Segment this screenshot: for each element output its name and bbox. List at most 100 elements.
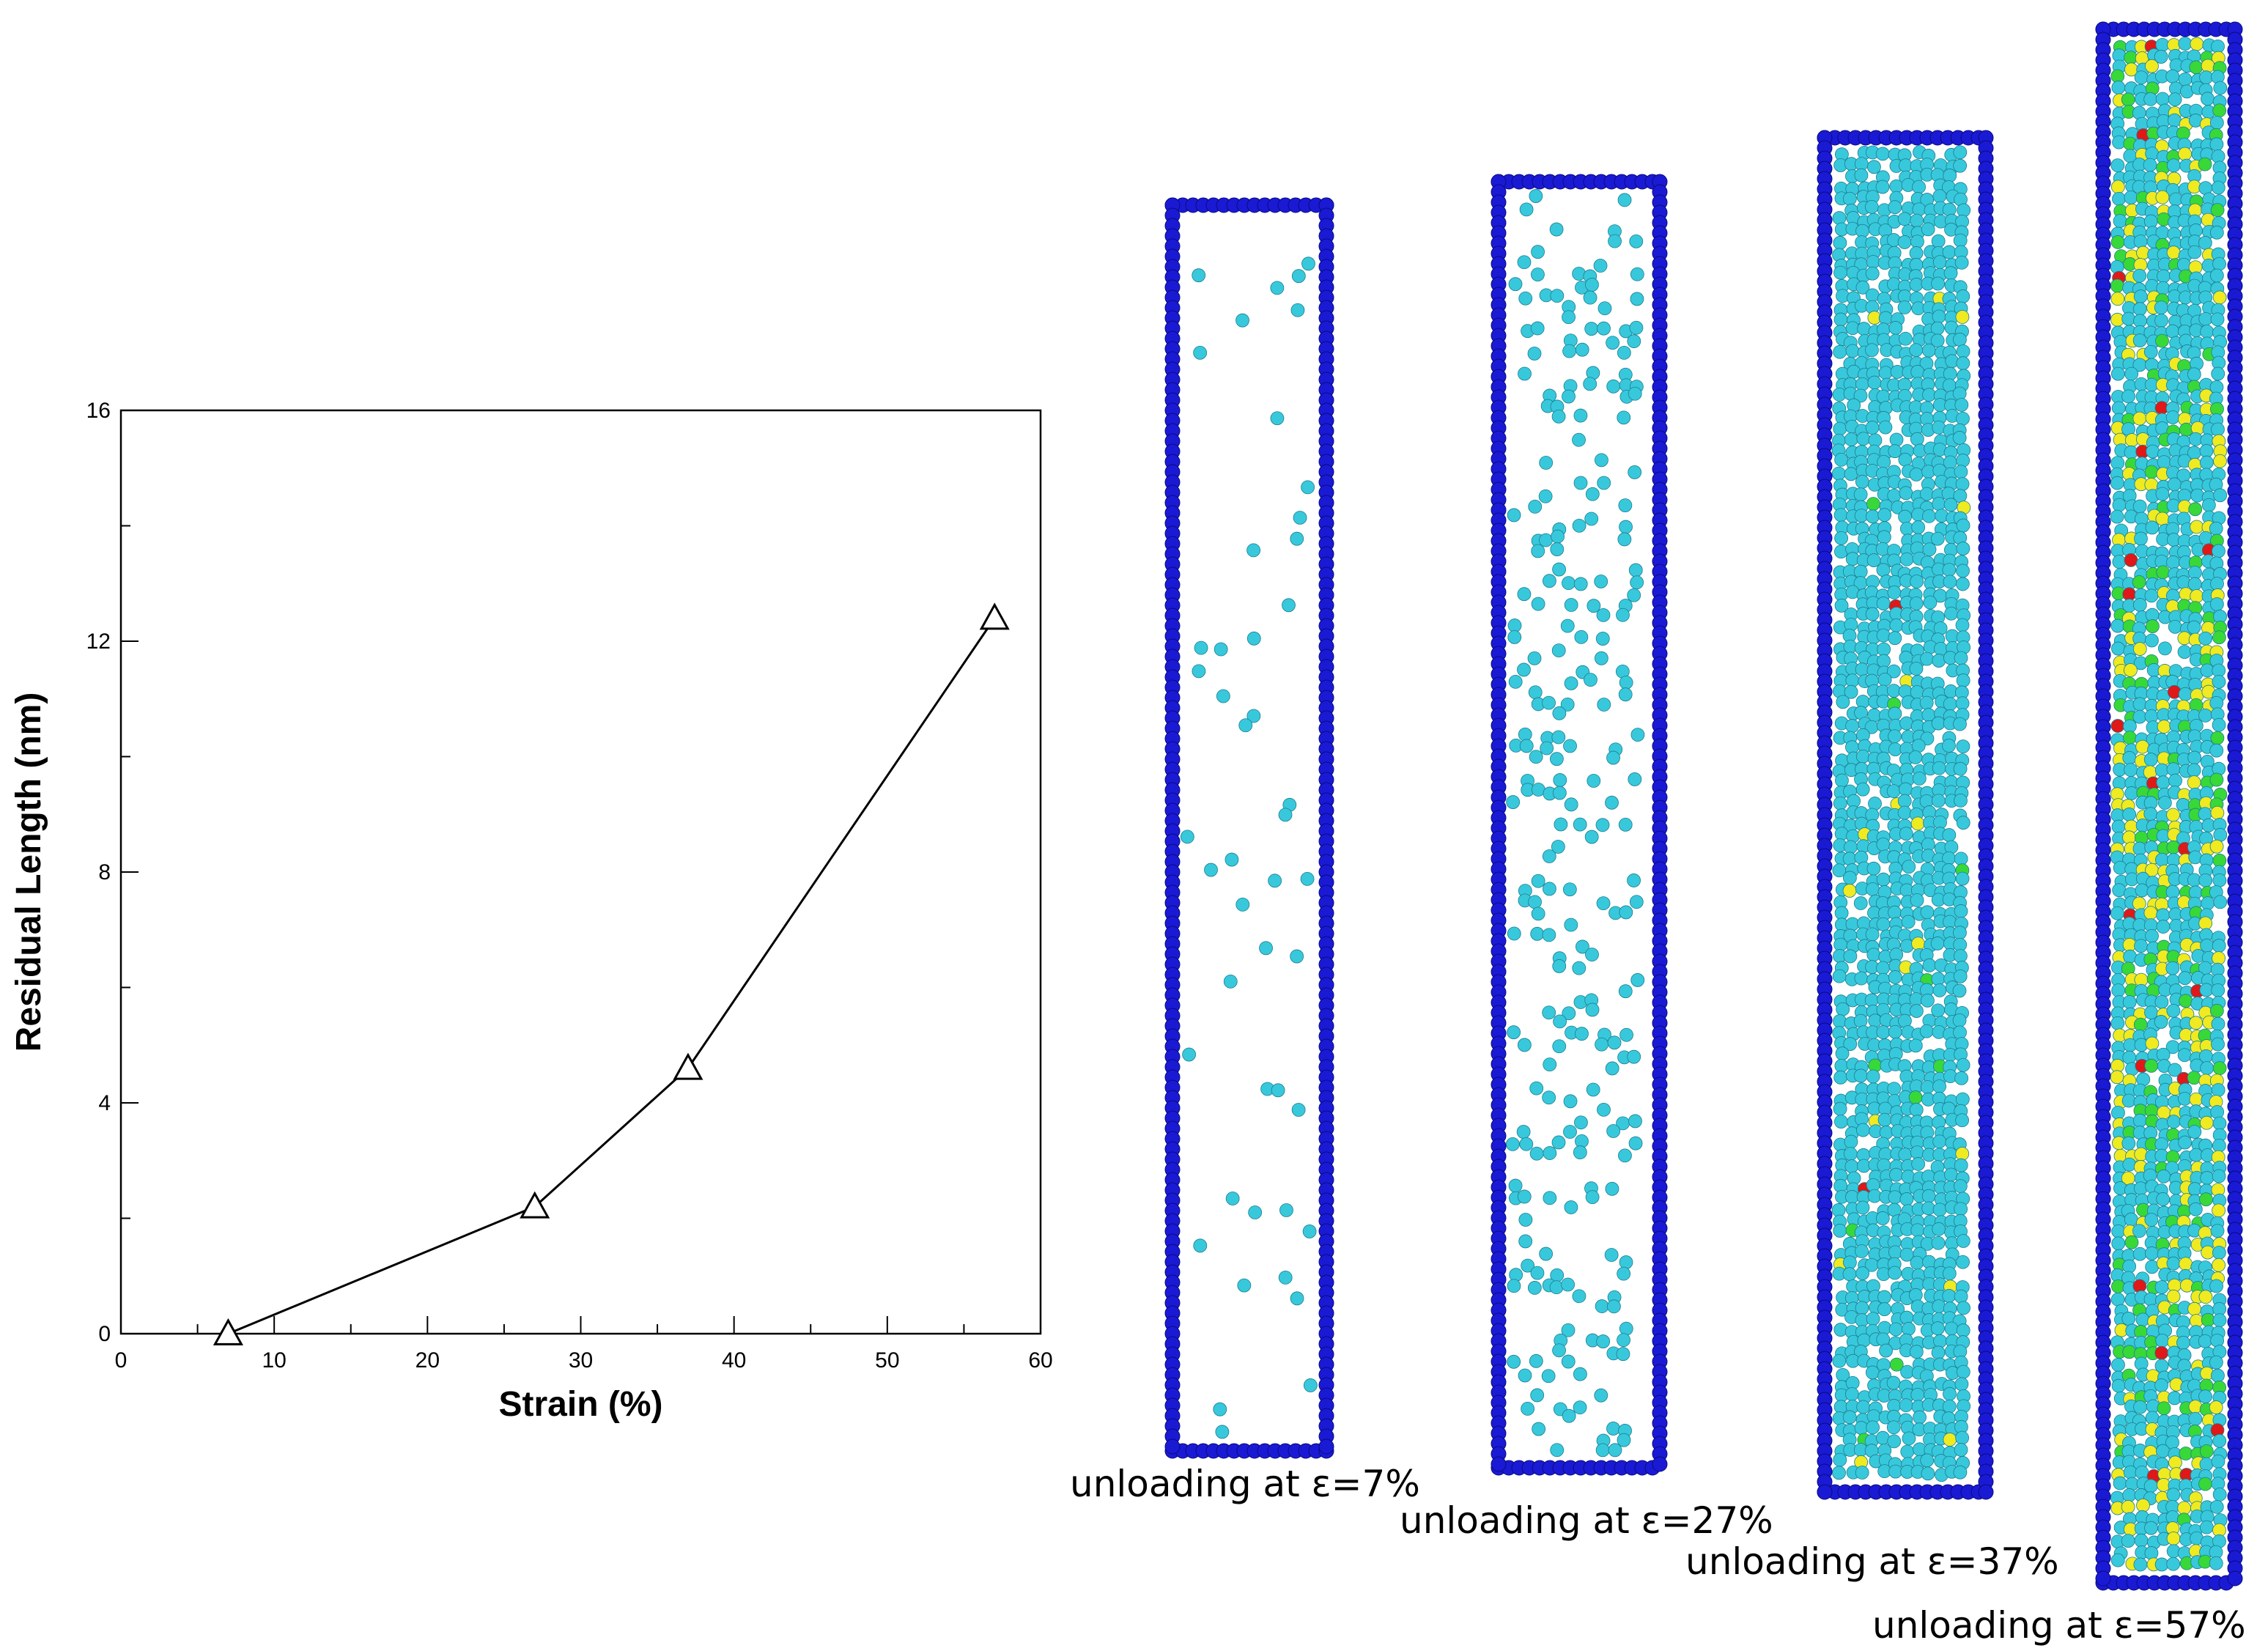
interior-atom	[2210, 312, 2225, 327]
interior-atom	[1902, 1322, 1916, 1336]
interior-atom	[1930, 937, 1945, 950]
interior-atom	[1553, 773, 1567, 787]
series-line	[227, 617, 996, 1335]
interior-atom	[1910, 234, 1924, 249]
interior-atom	[2213, 827, 2228, 842]
interior-atom	[2121, 1500, 2135, 1514]
interior-atom	[1833, 796, 1847, 810]
interior-atom	[1549, 752, 1564, 767]
y-axis-title: Residual Length (nm)	[10, 692, 48, 1052]
interior-atom	[2154, 763, 2169, 778]
interior-atom	[2210, 1105, 2225, 1119]
interior-atom	[1619, 1255, 1633, 1269]
interior-atom	[1909, 343, 1924, 358]
interior-atom	[1933, 1334, 1947, 1348]
interior-atom	[2212, 630, 2226, 645]
residual-length-plot: 0 4 8 12 16 0 10 20 30 40 50 60 Strain (%) Residua…	[10, 399, 1053, 1424]
interior-atom	[2157, 455, 2171, 470]
interior-atom	[1887, 488, 1902, 503]
interior-atom	[1270, 411, 1285, 426]
interior-atom	[2201, 92, 2215, 106]
interior-atom	[1833, 265, 1847, 280]
interior-atom	[2198, 1477, 2212, 1491]
interior-atom	[2187, 1301, 2202, 1316]
snapshot-caption: unloading at ε=37%	[1685, 1540, 2059, 1583]
interior-atom	[2134, 939, 2148, 953]
interior-atom	[2132, 268, 2147, 283]
interior-atom	[1943, 498, 1958, 512]
interior-atom	[1888, 631, 1902, 646]
interior-atom	[2132, 575, 2146, 589]
interior-atom	[2154, 1280, 2169, 1294]
interior-atom	[2143, 344, 2158, 359]
interior-atom	[1955, 618, 1970, 632]
interior-atom	[2133, 234, 2148, 248]
interior-atom	[2144, 1521, 2158, 1535]
interior-atom	[2133, 1557, 2148, 1572]
interior-atom	[1521, 1258, 1535, 1273]
x-tick-label: 30	[569, 1348, 593, 1373]
interior-atom	[2176, 1335, 2190, 1350]
interior-atom	[1552, 786, 1567, 800]
interior-atom	[1630, 728, 1645, 742]
interior-atom	[1921, 1189, 1936, 1203]
interior-atom	[1942, 1289, 1957, 1303]
interior-atom	[1900, 1444, 1915, 1459]
interior-atom	[1888, 706, 1902, 721]
interior-atom	[1952, 983, 1967, 998]
interior-atom	[2211, 1083, 2225, 1097]
interior-atom	[1619, 905, 1633, 920]
interior-atom	[1629, 234, 1644, 248]
interior-atom	[1597, 301, 1612, 316]
interior-atom	[1552, 562, 1566, 577]
interior-atom	[1855, 280, 1870, 295]
interior-atom	[2132, 1113, 2147, 1128]
interior-atom	[2166, 1556, 2181, 1571]
y-axis-ticks: 0 4 8 12 16	[86, 399, 138, 1346]
interior-atom	[1605, 1061, 1619, 1076]
interior-atom	[2168, 92, 2182, 106]
interior-atom	[1901, 915, 1916, 929]
interior-atom	[1910, 365, 1925, 379]
interior-atom	[1248, 1205, 1263, 1219]
interior-atom	[1562, 1408, 1576, 1423]
interior-atom	[2121, 1136, 2136, 1150]
interior-atom	[1899, 782, 1913, 797]
interior-atom	[2166, 1488, 2181, 1502]
interior-atom	[2111, 819, 2126, 834]
interior-atom	[1564, 917, 1578, 932]
interior-atom	[1630, 267, 1644, 281]
interior-atom	[1564, 797, 1578, 812]
interior-atom	[2212, 1061, 2227, 1076]
interior-atom	[2187, 775, 2201, 790]
interior-atom	[1886, 1420, 1901, 1435]
interior-atom	[1225, 852, 1239, 867]
interior-atom	[2168, 113, 2182, 128]
interior-atom	[1834, 599, 1849, 613]
interior-atom	[2188, 1411, 2203, 1426]
interior-atom	[1956, 1057, 1970, 1072]
interior-atom	[1542, 695, 1556, 710]
interior-atom	[2166, 808, 2180, 822]
data-line	[227, 617, 996, 1335]
interior-atom	[1954, 852, 1968, 866]
interior-atom	[2200, 938, 2215, 953]
interior-atom	[1956, 1364, 1970, 1379]
interior-atom	[1909, 246, 1924, 260]
interior-atom	[1528, 500, 1543, 514]
interior-atom	[2134, 1533, 2149, 1548]
interior-atom	[1290, 1291, 1304, 1306]
interior-atom	[1560, 618, 1575, 633]
interior-atom	[1942, 563, 1957, 577]
interior-atom	[1910, 1004, 1924, 1018]
interior-atom	[1956, 289, 1970, 303]
interior-atom	[1617, 1333, 1630, 1348]
interior-atom	[2187, 763, 2201, 778]
interior-atom	[1856, 1400, 1871, 1414]
interior-atom	[2145, 1260, 2160, 1274]
interior-atom	[2200, 663, 2215, 678]
interior-atom	[2166, 1532, 2181, 1545]
interior-atom	[2123, 1465, 2138, 1480]
interior-atom	[1604, 1248, 1619, 1262]
interior-atom	[2146, 444, 2160, 459]
